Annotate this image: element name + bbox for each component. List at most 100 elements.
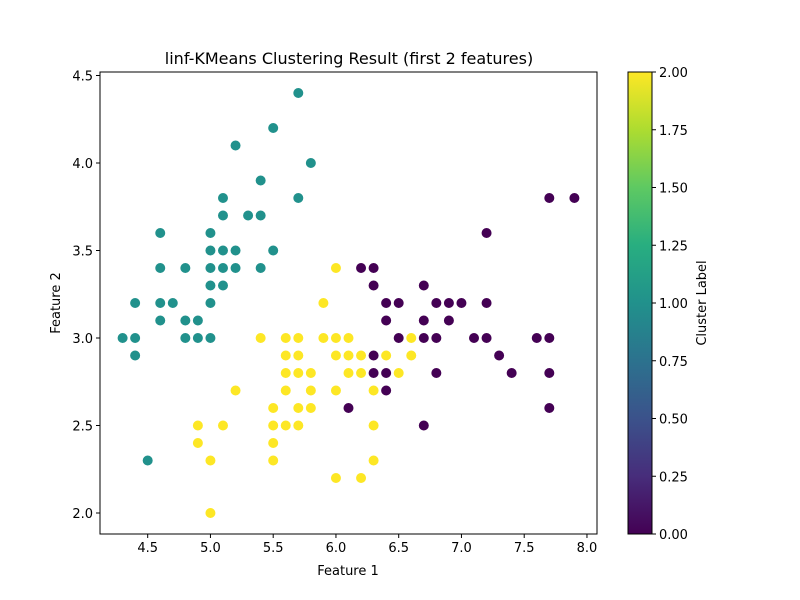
data-point — [268, 245, 279, 256]
data-point — [330, 350, 341, 361]
data-point — [205, 263, 216, 273]
data-point — [443, 298, 454, 308]
data-point — [368, 263, 379, 273]
data-point — [192, 333, 203, 343]
data-point — [230, 140, 241, 151]
data-point — [155, 315, 166, 326]
data-point — [293, 350, 304, 361]
data-point — [280, 385, 291, 396]
plot-background — [100, 72, 597, 534]
colorbar-ticks: 0.00 0.25 0.50 0.75 1.00 1.25 1.50 1.75 2.00 — [652, 66, 688, 543]
data-point — [230, 385, 241, 396]
colorbar-gradient — [627, 71, 653, 535]
data-point — [293, 88, 304, 98]
data-point — [192, 315, 203, 326]
data-point — [494, 350, 505, 361]
y-tick-label: 2.5 — [72, 420, 93, 435]
y-axis-ticks: 2.0 2.5 3.0 3.5 4.0 4.5 — [72, 70, 100, 522]
data-point — [280, 420, 291, 431]
data-point — [180, 263, 191, 273]
x-tick-label: 4.5 — [137, 541, 158, 556]
x-tick-label: 6.0 — [326, 541, 347, 556]
data-point — [368, 350, 379, 361]
data-point — [293, 368, 304, 378]
data-point — [205, 298, 216, 308]
data-point — [393, 333, 404, 343]
data-point — [155, 263, 166, 273]
data-point — [167, 298, 178, 308]
data-point — [280, 333, 291, 343]
data-point — [130, 298, 141, 308]
data-point — [155, 298, 166, 308]
data-point — [293, 403, 304, 413]
data-point — [393, 298, 404, 308]
plot-area: 4.5 5.0 5.5 6.0 6.5 7.0 7.5 8.0 2.0 2.5 3.0 3.5 4.0… — [72, 70, 598, 556]
data-point — [305, 385, 316, 396]
data-point — [406, 333, 417, 343]
data-point — [343, 350, 354, 361]
x-tick-label: 8.0 — [577, 541, 598, 556]
data-point — [330, 333, 341, 343]
data-point — [217, 420, 228, 431]
data-point — [356, 473, 367, 483]
data-point — [305, 158, 316, 168]
y-tick-label: 2.0 — [72, 507, 93, 522]
data-point — [343, 368, 354, 378]
data-point — [117, 333, 128, 343]
data-point — [217, 210, 228, 221]
data-point — [418, 333, 429, 343]
y-tick-label: 4.5 — [72, 70, 93, 85]
data-point — [330, 385, 341, 396]
x-tick-label: 5.0 — [200, 541, 221, 556]
data-point — [431, 333, 442, 343]
x-axis-ticks: 4.5 5.0 5.5 6.0 6.5 7.0 7.5 8.0 — [137, 534, 597, 556]
data-point — [268, 123, 279, 133]
data-point — [130, 350, 141, 361]
data-point — [381, 350, 392, 361]
colorbar-tick-label: 0.50 — [659, 413, 688, 428]
data-point — [243, 210, 254, 221]
data-point — [205, 508, 216, 518]
x-axis-label: Feature 1 — [317, 564, 379, 579]
data-point — [155, 228, 166, 238]
data-point — [381, 298, 392, 308]
colorbar-tick-label: 0.25 — [659, 470, 688, 485]
data-point — [192, 438, 203, 448]
data-point — [481, 333, 492, 343]
data-point — [268, 420, 279, 431]
data-point — [393, 368, 404, 378]
data-point — [368, 455, 379, 466]
data-point — [330, 263, 341, 273]
y-tick-label: 3.0 — [72, 332, 93, 347]
data-point — [280, 368, 291, 378]
data-point — [343, 333, 354, 343]
data-point — [418, 315, 429, 326]
data-point — [456, 298, 467, 308]
data-point — [205, 245, 216, 256]
data-point — [268, 438, 279, 448]
data-point — [544, 368, 555, 378]
data-point — [356, 350, 367, 361]
data-point — [255, 175, 266, 186]
data-point — [381, 315, 392, 326]
colorbar-tick-label: 1.75 — [659, 124, 688, 139]
data-point — [368, 385, 379, 396]
colorbar-tick-label: 1.50 — [659, 182, 688, 197]
x-tick-label: 5.5 — [263, 541, 284, 556]
data-point — [318, 333, 329, 343]
x-tick-label: 7.5 — [514, 541, 535, 556]
data-point — [180, 333, 191, 343]
data-point — [356, 368, 367, 378]
colorbar-tick-label: 0.75 — [659, 355, 688, 370]
y-tick-label: 4.0 — [72, 157, 93, 172]
data-point — [569, 193, 580, 203]
data-point — [130, 333, 141, 343]
data-point — [330, 473, 341, 483]
colorbar: 0.00 0.25 0.50 0.75 1.00 1.25 1.50 1.75 2.00 Clu… — [627, 66, 710, 543]
data-point — [230, 245, 241, 256]
data-point — [217, 263, 228, 273]
data-point — [544, 403, 555, 413]
data-point — [381, 385, 392, 396]
data-point — [531, 333, 542, 343]
